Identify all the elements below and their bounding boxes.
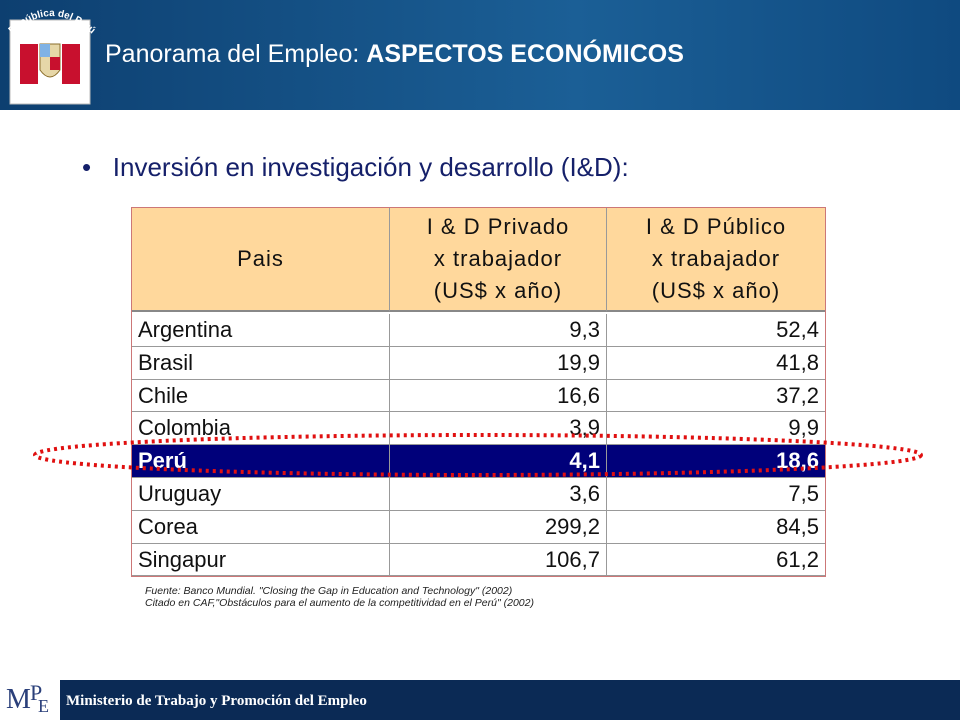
header-line: Pais xyxy=(237,246,284,271)
highlight-cell: 18,6 xyxy=(607,445,825,478)
data-cell: 9,9 xyxy=(607,412,825,446)
data-cell: 19,9 xyxy=(390,346,607,380)
svg-text:M: M xyxy=(6,684,31,715)
header-cell: I & D Privado x trabajador (US$ x año) xyxy=(390,208,607,312)
data-cell: 3,6 xyxy=(390,478,607,511)
title-bold: ASPECTOS ECONÓMICOS xyxy=(366,40,684,68)
bullet-text: Inversión en investigación y desarrollo … xyxy=(112,152,629,182)
highlight-cell: 4,1 xyxy=(390,445,607,478)
header-line: x trabajador xyxy=(433,246,563,271)
data-cell: 52,4 xyxy=(607,314,825,347)
header-cell: Pais xyxy=(132,208,390,312)
header-line: x trabajador xyxy=(651,246,781,271)
data-cell: 61,2 xyxy=(607,543,825,577)
title-prefix: Panorama del Empleo: xyxy=(105,40,367,68)
footer-band xyxy=(0,680,960,720)
data-cell: 7,5 xyxy=(607,478,825,511)
data-cell: 84,5 xyxy=(607,510,825,544)
data-cell: Singapur xyxy=(132,543,390,577)
header-cell: I & D Público x trabajador (US$ x año) xyxy=(607,208,825,312)
data-cell: 41,8 xyxy=(607,346,825,380)
data-cell: 299,2 xyxy=(390,510,607,544)
header-band xyxy=(0,0,960,110)
source-line: Citado en CAF,"Obstáculos para el aument… xyxy=(145,597,534,609)
source-line: Fuente: Banco Mundial. "Closing the Gap … xyxy=(145,585,513,597)
data-cell: 106,7 xyxy=(390,543,607,577)
svg-text:P: P xyxy=(30,680,42,705)
data-cell: 16,6 xyxy=(390,379,607,413)
header-line: (US$ x año) xyxy=(433,278,563,303)
ministry-logo: M P E xyxy=(0,676,60,720)
slide-title: Panorama del Empleo: ASPECTOS ECONÓMICOS xyxy=(105,40,684,69)
header-line: I & D Público xyxy=(645,214,787,239)
highlight-ellipse xyxy=(33,433,923,477)
data-cell: Brasil xyxy=(132,346,390,380)
header-line: I & D Privado xyxy=(426,214,570,239)
data-cell: Uruguay xyxy=(132,478,390,511)
emblem: República del Perú xyxy=(7,8,96,105)
data-cell: Argentina xyxy=(132,314,390,347)
data-cell: Chile xyxy=(132,379,390,413)
bullet: • Inversión en investigación y desarroll… xyxy=(82,152,629,182)
data-cell: 9,3 xyxy=(390,314,607,347)
source-notes: Fuente: Banco Mundial. "Closing the Gap … xyxy=(145,585,534,609)
footer-text: Ministerio de Trabajo y Promoción del Em… xyxy=(66,693,367,709)
table: Pais I & D Privado x trabajador (US$ x año)… xyxy=(131,207,826,577)
svg-text:E: E xyxy=(38,696,49,716)
data-cell: 37,2 xyxy=(607,379,825,413)
data-cell: Corea xyxy=(132,510,390,544)
header-line: (US$ x año) xyxy=(651,278,781,303)
data-cell: 3,9 xyxy=(390,412,607,446)
